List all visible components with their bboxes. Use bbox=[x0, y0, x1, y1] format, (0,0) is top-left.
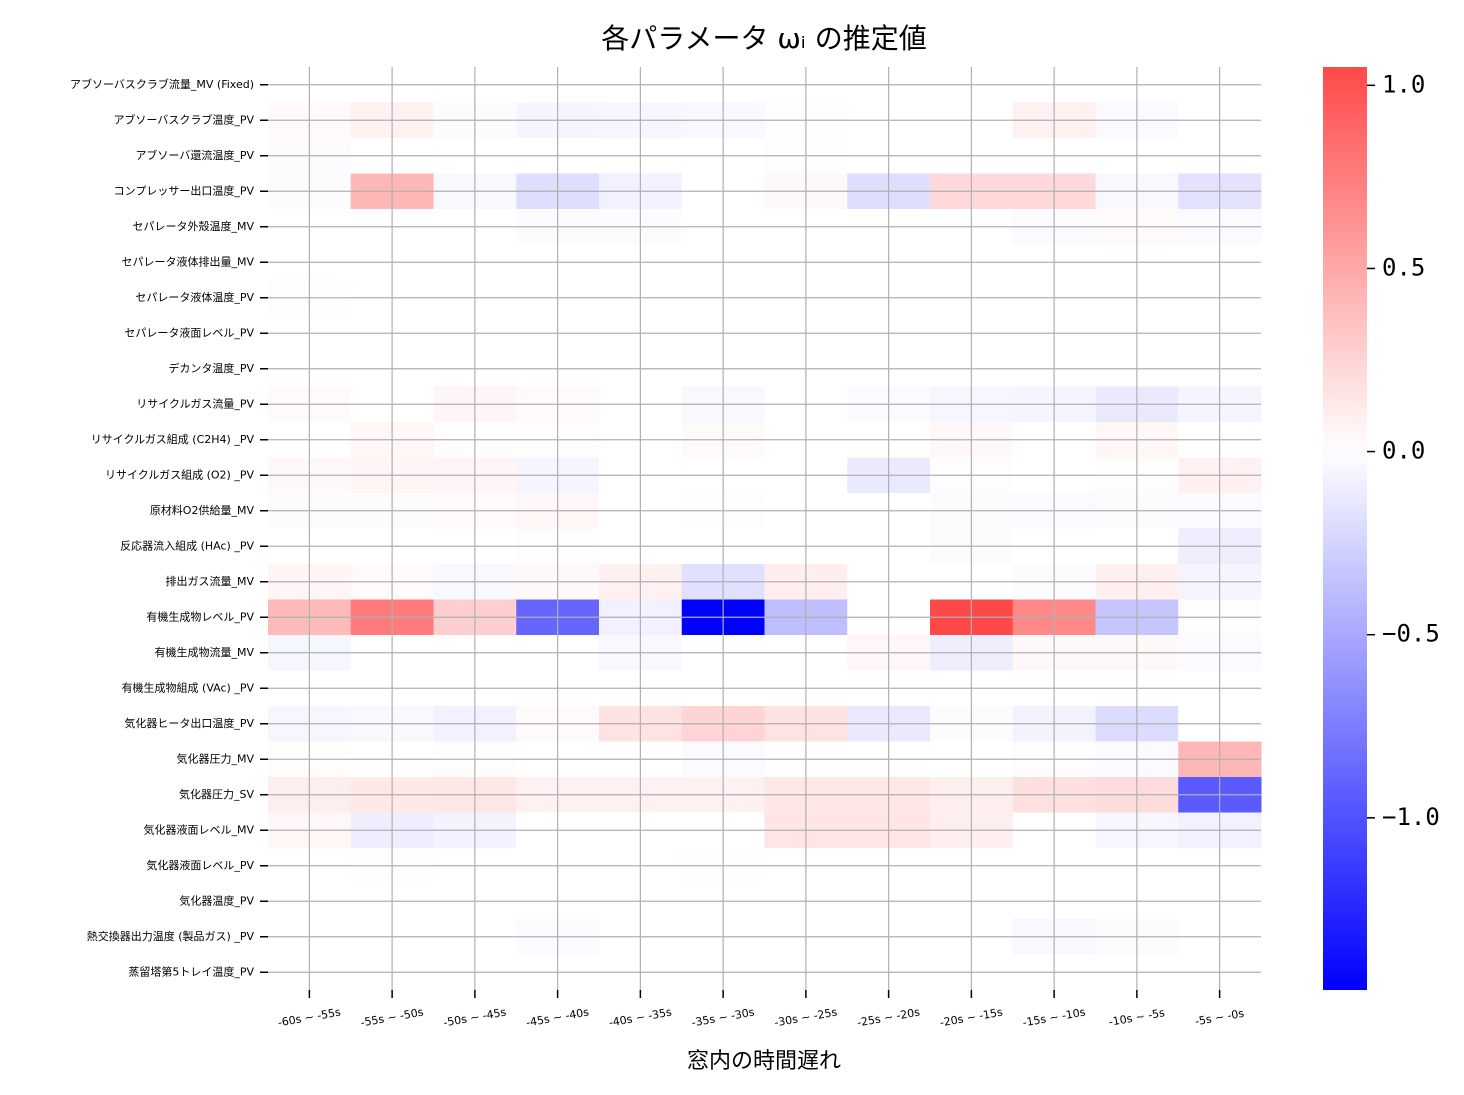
y-tick-label: 気化器圧力_SV bbox=[179, 787, 254, 801]
colorbar-tick-label: −0.5 bbox=[1382, 620, 1440, 648]
y-tick-label: 気化器圧力_MV bbox=[176, 751, 254, 765]
y-tick-label: セパレータ液面レベル_PV bbox=[124, 325, 254, 339]
colorbar-tick-label: 0.5 bbox=[1382, 253, 1425, 281]
y-tick-label: 気化器液面レベル_MV bbox=[143, 822, 254, 836]
y-tick-label: 気化器液面レベル_PV bbox=[146, 858, 254, 872]
y-tick-label: 気化器温度_PV bbox=[179, 893, 254, 907]
y-tick-label: リサイクルガス組成 (C2H4) _PV bbox=[91, 433, 255, 446]
y-tick-label: セパレータ外殻温度_MV bbox=[132, 219, 254, 233]
x-tick-label: -50s ~ -45s bbox=[442, 1006, 507, 1030]
y-tick-label: 有機生成物レベル_PV bbox=[146, 609, 254, 623]
y-tick-label: 反応器流入組成 (HAc) _PV bbox=[120, 538, 254, 552]
x-tick-label: -30s ~ -25s bbox=[773, 1006, 838, 1030]
y-tick-label: 原材料O2供給量_MV bbox=[150, 503, 255, 517]
y-tick-label: 気化器ヒータ出口温度_PV bbox=[124, 716, 254, 730]
colorbar-tick-label: 0.0 bbox=[1382, 437, 1425, 465]
x-tick-label: -25s ~ -20s bbox=[856, 1006, 921, 1030]
y-tick-label: 有機生成物流量_MV bbox=[154, 645, 254, 659]
y-tick-label: リサイクルガス組成 (O2) _PV bbox=[105, 468, 254, 481]
x-tick-label: -15s ~ -10s bbox=[1022, 1006, 1087, 1030]
x-tick-label: -40s ~ -35s bbox=[608, 1006, 673, 1030]
y-tick-label: セパレータ液体排出量_MV bbox=[121, 254, 254, 268]
x-tick-label: -20s ~ -15s bbox=[939, 1006, 1004, 1030]
y-tick-label: 有機生成物組成 (VAc) _PV bbox=[122, 680, 255, 694]
colorbar-tick-label: −1.0 bbox=[1382, 803, 1440, 831]
x-tick-label: -60s ~ -55s bbox=[277, 1006, 342, 1030]
colorbar bbox=[1323, 67, 1367, 990]
y-tick-label: 熱交換器出力温度 (製品ガス) _PV bbox=[87, 929, 255, 943]
y-tick-label: アブソーバスクラブ流量_MV (Fixed) bbox=[70, 77, 254, 91]
chart-title: 各パラメータ ωᵢ の推定値 bbox=[601, 22, 926, 55]
x-tick-label: -55s ~ -50s bbox=[360, 1006, 425, 1030]
x-tick-label: -45s ~ -40s bbox=[525, 1006, 590, 1030]
y-tick-label: 排出ガス流量_MV bbox=[165, 574, 254, 588]
y-tick-label: デカンタ温度_PV bbox=[168, 361, 254, 375]
y-tick-label: リサイクルガス流量_PV bbox=[136, 396, 254, 410]
x-tick-label: -5s ~ -0s bbox=[1194, 1007, 1245, 1028]
colorbar-tick-label: 1.0 bbox=[1382, 70, 1425, 98]
y-tick-label: アブソーバ還流温度_PV bbox=[135, 148, 254, 162]
y-tick-label: 蒸留塔第5トレイ温度_PV bbox=[128, 964, 254, 978]
x-tick-label: -35s ~ -30s bbox=[691, 1006, 756, 1030]
x-tick-label: -10s ~ -5s bbox=[1108, 1006, 1166, 1029]
y-tick-label: アブソーバスクラブ温度_PV bbox=[113, 112, 254, 126]
y-tick-label: セパレータ液体温度_PV bbox=[135, 290, 254, 304]
x-axis-label: 窓内の時間遅れ bbox=[687, 1049, 841, 1074]
y-tick-label: コンプレッサー出口温度_PV bbox=[114, 183, 255, 197]
